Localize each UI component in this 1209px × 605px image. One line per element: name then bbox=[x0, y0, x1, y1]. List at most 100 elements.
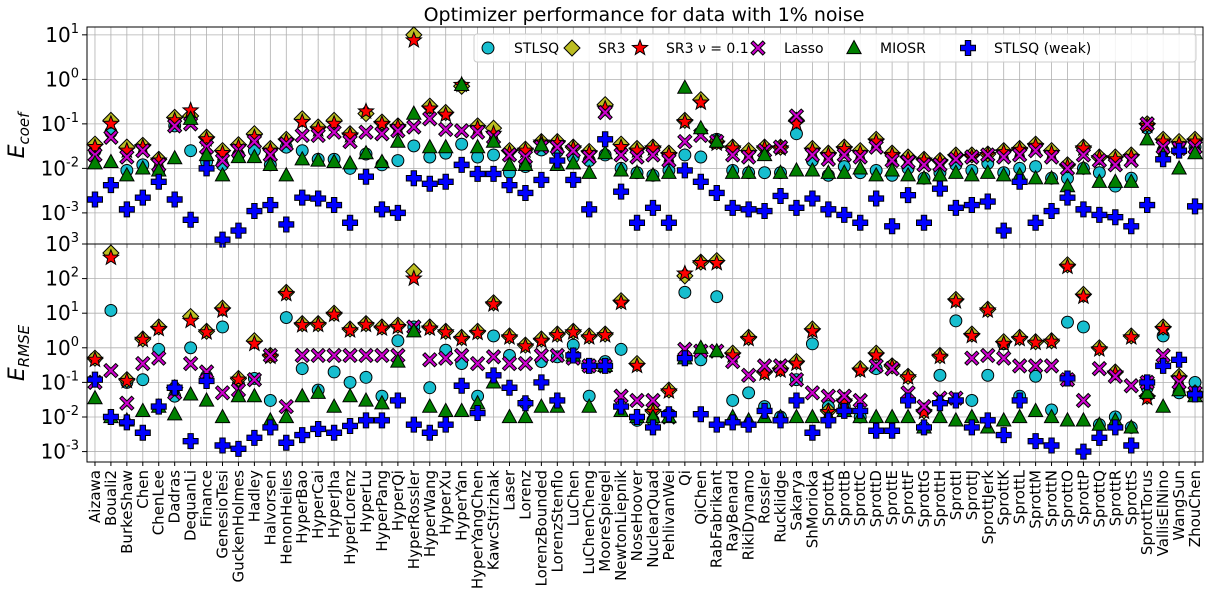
legend-marker bbox=[846, 39, 862, 55]
data-point bbox=[293, 315, 312, 333]
data-point bbox=[788, 108, 805, 124]
data-point bbox=[947, 411, 964, 427]
data-point bbox=[772, 412, 789, 429]
data-point bbox=[117, 141, 136, 159]
data-point bbox=[740, 367, 757, 384]
x-tick-label: PehlivanWei bbox=[660, 470, 678, 561]
data-point bbox=[1139, 384, 1156, 399]
x-tick-label: ChenLee bbox=[150, 470, 168, 535]
data-point bbox=[135, 142, 151, 159]
data-point bbox=[197, 322, 216, 340]
data-point bbox=[516, 336, 535, 354]
data-point bbox=[1075, 443, 1092, 460]
y-tick-label: 102 bbox=[45, 266, 79, 291]
data-point bbox=[214, 385, 231, 401]
y-tick-label: 10-1 bbox=[41, 369, 79, 394]
data-point bbox=[756, 146, 773, 162]
legend-label: Lasso bbox=[784, 41, 824, 57]
data-point bbox=[597, 144, 614, 160]
data-point bbox=[485, 367, 502, 384]
data-point bbox=[660, 406, 677, 423]
data-point bbox=[788, 371, 805, 388]
legend-label: SR3 ν = 0.1 bbox=[666, 41, 749, 57]
legend-marker bbox=[481, 41, 495, 55]
x-tick-label: RikiDynamo bbox=[740, 470, 758, 560]
x-tick-label: SprottP bbox=[1074, 470, 1092, 525]
data-point bbox=[1075, 201, 1092, 218]
data-point bbox=[884, 218, 901, 235]
data-point bbox=[391, 154, 405, 167]
data-point bbox=[246, 371, 263, 388]
data-point bbox=[629, 392, 645, 409]
data-point bbox=[1091, 429, 1108, 446]
data-point bbox=[1010, 329, 1029, 347]
data-point bbox=[852, 159, 869, 175]
data-point bbox=[423, 381, 437, 395]
data-point bbox=[820, 151, 837, 167]
data-point bbox=[230, 222, 247, 239]
data-point bbox=[119, 395, 135, 411]
x-tick-labels: AizawaBouali2BurkeShawChenChenLeeDadrasD… bbox=[86, 469, 1204, 589]
data-point bbox=[485, 133, 502, 148]
y-tick-label: 10-1 bbox=[41, 111, 79, 136]
data-point bbox=[1155, 357, 1172, 374]
y-tick-label: 101 bbox=[45, 22, 79, 47]
data-point bbox=[868, 139, 884, 155]
x-tick-label: LorenzBounded bbox=[532, 470, 550, 586]
x-tick-label: Finance bbox=[198, 470, 216, 527]
data-point bbox=[1139, 197, 1156, 214]
data-point bbox=[1139, 130, 1156, 146]
data-point bbox=[262, 347, 279, 364]
data-point bbox=[438, 350, 454, 366]
data-point bbox=[214, 166, 231, 182]
data-point bbox=[1171, 351, 1188, 368]
data-point bbox=[788, 392, 805, 409]
x-tick-label: SprottR bbox=[1106, 470, 1124, 526]
data-point bbox=[1107, 157, 1124, 173]
data-point bbox=[278, 166, 295, 182]
legend-item: SR3 bbox=[563, 39, 626, 57]
data-point bbox=[1091, 173, 1108, 188]
data-point bbox=[820, 164, 837, 179]
x-tick-label: SprottJ bbox=[963, 470, 981, 520]
data-point bbox=[1107, 209, 1124, 226]
data-point bbox=[677, 133, 693, 150]
x-tick-label: Qi bbox=[676, 470, 694, 486]
data-point bbox=[437, 416, 454, 433]
data-point bbox=[661, 152, 677, 169]
data-point bbox=[692, 339, 709, 354]
data-point bbox=[884, 161, 901, 177]
data-point bbox=[980, 347, 996, 364]
data-point bbox=[676, 350, 693, 367]
data-point bbox=[1123, 218, 1140, 235]
data-point bbox=[230, 440, 247, 457]
data-point bbox=[836, 164, 853, 179]
x-tick-label: HyperBao bbox=[293, 470, 311, 544]
data-point bbox=[373, 153, 390, 168]
data-point bbox=[87, 389, 103, 405]
data-point bbox=[421, 175, 438, 192]
data-point bbox=[214, 408, 231, 424]
data-point bbox=[962, 326, 981, 344]
data-point bbox=[629, 164, 645, 179]
data-point bbox=[581, 398, 598, 413]
data-point bbox=[485, 165, 502, 182]
data-point bbox=[182, 211, 199, 228]
data-point bbox=[262, 197, 279, 214]
data-point bbox=[86, 137, 104, 155]
data-point bbox=[676, 79, 693, 94]
data-point bbox=[804, 385, 821, 401]
data-point bbox=[678, 285, 692, 299]
data-point bbox=[118, 201, 135, 218]
data-point bbox=[487, 329, 500, 343]
data-point bbox=[118, 414, 135, 431]
x-tick-label: SprottO bbox=[1058, 470, 1076, 528]
data-point bbox=[756, 203, 773, 220]
data-point bbox=[742, 386, 756, 400]
data-point bbox=[1059, 411, 1076, 427]
data-point bbox=[979, 412, 996, 429]
data-point bbox=[852, 214, 869, 231]
x-tick-label: HyperRossler bbox=[405, 469, 423, 569]
data-point bbox=[963, 197, 980, 214]
x-tick-label: HyperCai bbox=[309, 470, 327, 539]
